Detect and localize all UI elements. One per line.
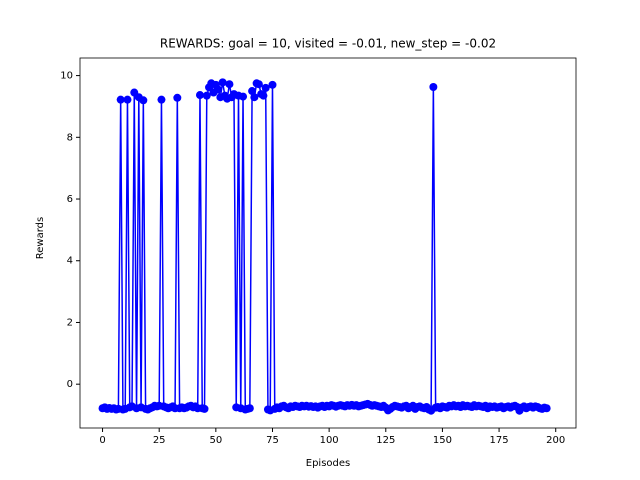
marker: [239, 92, 248, 101]
plot-frame: [79, 57, 577, 429]
marker: [139, 96, 148, 105]
marker: [429, 83, 438, 92]
x-tick-label: 200: [546, 435, 565, 446]
x-axis-label: Episodes: [306, 458, 350, 469]
marker: [250, 93, 259, 102]
y-tick-label: 4: [67, 256, 73, 267]
x-tick-label: 125: [376, 435, 395, 446]
y-tick-label: 10: [60, 71, 73, 82]
y-axis-label: Rewards: [35, 217, 46, 259]
marker: [542, 404, 551, 413]
x-tick-label: 75: [266, 435, 279, 446]
marker: [248, 87, 257, 96]
marker: [218, 78, 227, 87]
y-tick-label: 2: [67, 317, 73, 328]
marker: [173, 93, 182, 102]
marker: [116, 95, 125, 104]
marker: [157, 95, 166, 104]
marker: [123, 95, 132, 104]
y-tick-label: 0: [67, 379, 73, 390]
x-tick-label: 175: [490, 435, 509, 446]
y-tick-label: 6: [67, 194, 73, 205]
marker: [261, 83, 270, 92]
x-tick-label: 100: [320, 435, 339, 446]
x-tick-label: 50: [209, 435, 222, 446]
x-tick-label: 0: [99, 435, 105, 446]
marker: [245, 404, 254, 413]
y-tick-label: 8: [67, 132, 73, 143]
marker: [200, 404, 209, 413]
chart-title: REWARDS: goal = 10, visited = -0.01, new…: [160, 37, 496, 51]
x-tick-label: 25: [153, 435, 166, 446]
marker: [195, 91, 204, 100]
x-tick-label: 150: [433, 435, 452, 446]
marker: [202, 91, 211, 100]
marker: [214, 85, 223, 94]
marker: [268, 80, 277, 89]
marker: [254, 80, 263, 89]
marker: [225, 80, 234, 89]
marker: [259, 91, 268, 100]
